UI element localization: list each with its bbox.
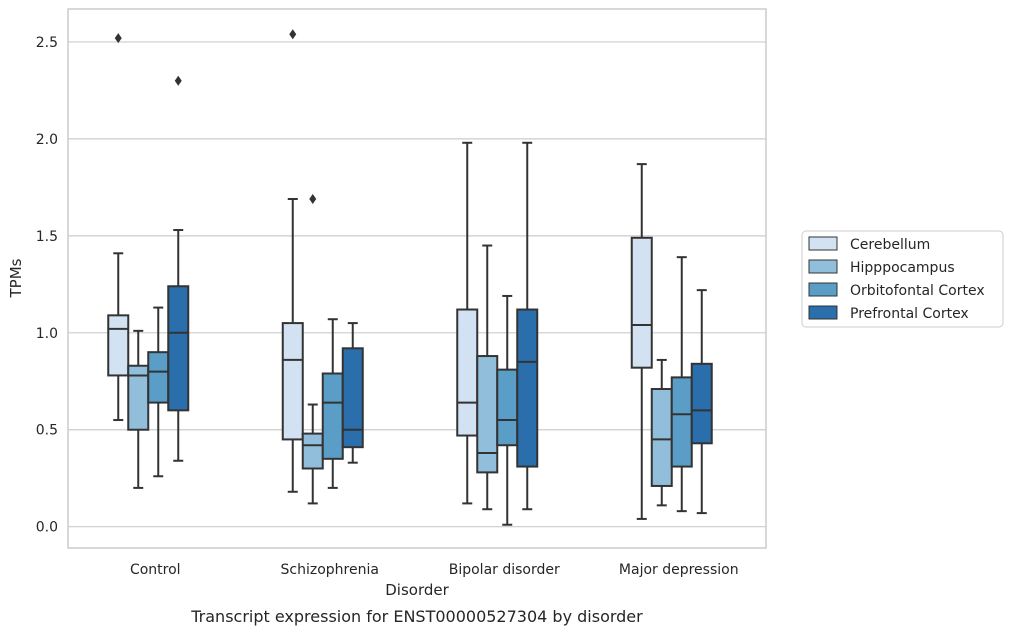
box	[341, 347, 364, 449]
box	[281, 322, 304, 441]
box	[690, 362, 713, 445]
y-tick-label: 0.0	[36, 520, 58, 536]
box-series-group	[107, 29, 713, 526]
outlier-point	[309, 194, 317, 205]
x-tick-label: Control	[130, 562, 181, 578]
legend-swatch	[808, 236, 838, 251]
box-group	[167, 75, 190, 462]
box-group	[516, 141, 539, 511]
box-group	[630, 163, 653, 520]
x-tick-label: Bipolar disorder	[449, 562, 560, 578]
y-axis-ticks: 0.0 0.5 1.0 1.5 2.0 2.5	[36, 35, 58, 536]
box-group	[147, 306, 170, 478]
box-group	[341, 322, 364, 464]
y-tick-label: 1.0	[36, 326, 58, 342]
box	[301, 432, 324, 470]
box	[456, 308, 479, 437]
box-group	[650, 358, 673, 507]
box-group	[690, 289, 713, 515]
x-axis-ticks: Control Schizophrenia Bipolar disorder Majo…	[130, 562, 739, 578]
box-group	[281, 29, 304, 493]
legend-label: Prefrontal Cortex	[850, 306, 969, 322]
legend-swatch	[808, 259, 838, 274]
y-tick-label: 0.5	[36, 423, 58, 439]
legend-label: Cerebellum	[850, 237, 930, 253]
box-group	[127, 329, 150, 489]
box	[630, 236, 653, 369]
box	[496, 368, 519, 447]
box	[476, 355, 499, 474]
box-group	[476, 244, 499, 511]
x-tick-label: Schizophrenia	[281, 562, 379, 578]
x-axis-label: Disorder	[385, 581, 449, 599]
figure-caption: Transcript expression for ENST0000052730…	[190, 607, 643, 626]
box	[650, 388, 673, 487]
outlier-point	[174, 75, 182, 86]
box	[516, 308, 539, 468]
box-group	[107, 33, 130, 422]
legend-label: Orbitofontal Cortex	[850, 283, 985, 299]
box	[107, 314, 130, 377]
x-tick-label: Major depression	[619, 562, 739, 578]
box	[670, 376, 693, 468]
outlier-point	[114, 33, 122, 44]
y-tick-label: 2.0	[36, 132, 58, 148]
legend-frame	[801, 230, 1004, 328]
box	[321, 372, 344, 460]
legend-swatch	[808, 305, 838, 320]
box	[147, 351, 170, 404]
legend-label: Hipppocampus	[850, 260, 955, 276]
legend-swatch	[808, 282, 838, 297]
box	[167, 285, 190, 412]
box-group	[456, 141, 479, 505]
y-tick-label: 2.5	[36, 35, 58, 51]
outlier-point	[289, 29, 297, 40]
y-tick-label: 1.5	[36, 229, 58, 245]
y-axis-label: TPMs	[7, 258, 25, 298]
legend: Cerebellum Hipppocampus Orbitofontal Corte…	[801, 230, 1004, 328]
